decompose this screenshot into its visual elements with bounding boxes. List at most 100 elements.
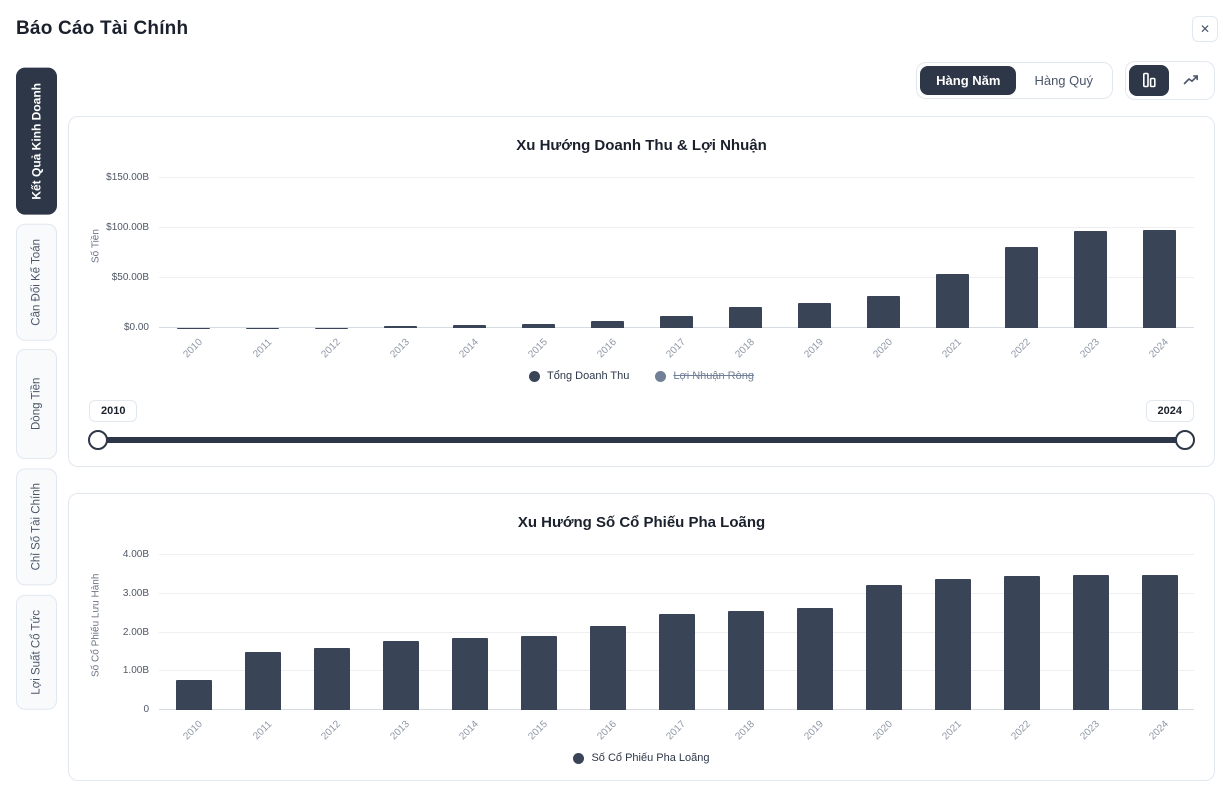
bar-2015[interactable] <box>520 636 557 710</box>
x-axis-label: 2023 <box>1078 336 1103 361</box>
bar-2017[interactable] <box>660 316 693 328</box>
sidebar: Kết Quả Kinh Doanh Cân Đối Kế Toán Dòng Ti… <box>16 68 57 710</box>
x-axis-label: 2015 <box>526 336 551 361</box>
bar-2022[interactable] <box>1005 246 1038 328</box>
legend-item[interactable]: Lợi Nhuận Ròng <box>655 370 754 382</box>
header: Báo Cáo Tài Chính ✕ <box>0 0 1223 42</box>
close-icon: ✕ <box>1199 22 1211 36</box>
bar-2022[interactable] <box>1003 575 1040 710</box>
bar-2023[interactable] <box>1072 575 1109 710</box>
bar-2021[interactable] <box>936 274 969 328</box>
bar-2012[interactable] <box>313 648 350 710</box>
gridline: $50.00B <box>112 272 1194 283</box>
slider-start-year: 2010 <box>89 400 138 422</box>
sidebar-tab-2[interactable]: Dòng Tiền <box>16 349 57 460</box>
bar-2021[interactable] <box>934 579 971 710</box>
sidebar-tab-1[interactable]: Cân Đối Kế Toán <box>16 223 57 341</box>
chart-type-toggle <box>1125 60 1215 100</box>
bar-2020[interactable] <box>865 584 902 710</box>
year-range-slider: 2010 2024 <box>88 400 1195 450</box>
bar-2010[interactable] <box>175 680 212 710</box>
slider-handle-end[interactable] <box>1175 430 1195 450</box>
sidebar-tab-0[interactable]: Kết Quả Kinh Doanh <box>16 68 57 215</box>
bar-2019[interactable] <box>796 607 833 710</box>
bar-2020[interactable] <box>867 296 900 328</box>
period-option-quarterly[interactable]: Hàng Quý <box>1018 66 1109 95</box>
diluted-shares-chart-card: Xu Hướng Số Cổ Phiếu Pha Loãng Số Cổ Phi… <box>68 493 1215 781</box>
line-chart-type-button[interactable] <box>1171 65 1211 96</box>
bar-2023[interactable] <box>1074 231 1107 328</box>
x-axis-label: 2017 <box>664 336 689 361</box>
slider-track[interactable] <box>91 437 1192 443</box>
x-axis-label: 2024 <box>1147 336 1172 361</box>
x-axis-label: 2013 <box>388 336 413 361</box>
chart-title: Xu Hướng Số Cổ Phiếu Pha Loãng <box>517 514 766 531</box>
period-option-yearly[interactable]: Hàng Năm <box>920 65 1017 95</box>
bar-2016[interactable] <box>591 321 624 328</box>
bar-chart-type-button[interactable] <box>1129 64 1169 96</box>
x-axis-label: 2012 <box>319 718 344 743</box>
y-tick-label: 0 <box>143 704 149 715</box>
legend-dot <box>655 370 667 382</box>
legend-item[interactable]: Tổng Doanh Thu <box>529 370 629 382</box>
gridline: $150.00B <box>106 172 1194 183</box>
bar-2015[interactable] <box>522 323 555 328</box>
revenue-profit-chart: Số Tiền $0.00 $50.00B $100.00B $150.00B 2010 2… <box>89 164 1194 368</box>
bar-2013[interactable] <box>382 641 419 710</box>
bar-2018[interactable] <box>727 610 764 710</box>
x-axis-label: 2023 <box>1078 718 1103 743</box>
slider-handle-start[interactable] <box>88 430 108 450</box>
line-chart-icon <box>1183 72 1199 88</box>
x-axis-label: 2011 <box>250 719 274 742</box>
chart-title: Xu Hướng Doanh Thu & Lợi Nhuận <box>516 137 767 154</box>
gridline: $100.00B <box>106 222 1194 233</box>
y-tick-label: $50.00B <box>111 272 149 283</box>
x-axis-label: 2015 <box>526 718 551 743</box>
legend: Tổng Doanh Thu Lợi Nhuận Ròng <box>89 370 1194 382</box>
bar-2019[interactable] <box>798 303 831 328</box>
x-axis-label: 2013 <box>388 718 413 743</box>
bar-2024[interactable] <box>1143 230 1176 328</box>
close-button[interactable]: ✕ <box>1192 16 1218 42</box>
sidebar-tab-4[interactable]: Lợi Suất Cổ Tức <box>16 594 57 710</box>
y-tick-label: $100.00B <box>106 222 149 233</box>
y-tick-label: 4.00B <box>122 549 149 560</box>
x-axis-label: 2017 <box>664 718 689 743</box>
x-axis-label: 2019 <box>802 718 827 743</box>
x-axis-label: 2022 <box>1009 718 1034 743</box>
x-axis-label: 2021 <box>940 718 965 743</box>
bar-2018[interactable] <box>729 306 762 328</box>
y-tick-label: 3.00B <box>122 587 149 599</box>
x-axis-label: 2024 <box>1147 718 1172 743</box>
x-axis-label: 2010 <box>181 718 206 743</box>
bar-2011[interactable] <box>244 651 281 710</box>
bar-2024[interactable] <box>1141 574 1178 710</box>
y-tick-label: 1.00B <box>122 665 149 677</box>
main-content: Xu Hướng Doanh Thu & Lợi Nhuận Số Tiền $0… <box>68 116 1215 781</box>
y-axis-title: Số Tiền <box>90 229 102 263</box>
x-axis-label: 2014 <box>457 336 482 361</box>
bar-2013[interactable] <box>384 326 417 328</box>
x-axis-label: 2011 <box>250 337 274 360</box>
legend-label: Số Cổ Phiếu Pha Loãng <box>591 752 710 764</box>
legend-item[interactable]: Số Cổ Phiếu Pha Loãng <box>573 752 710 764</box>
bar-2014[interactable] <box>453 324 486 328</box>
y-tick-label: $150.00B <box>106 172 149 183</box>
bar-2014[interactable] <box>451 637 488 710</box>
x-axis-label: 2020 <box>871 718 896 743</box>
x-axis-label: 2018 <box>733 718 758 743</box>
diluted-shares-chart: Số Cổ Phiếu Lưu Hành 0 1.00B 2.00B 3.00B 4.00… <box>89 541 1194 750</box>
bar-2017[interactable] <box>658 614 695 710</box>
x-axis-label: 2014 <box>457 718 482 743</box>
bar-2016[interactable] <box>589 626 626 710</box>
period-toggle: Hàng Năm Hàng Quý <box>916 61 1113 99</box>
gridline: 4.00B <box>123 549 1194 560</box>
legend-label: Tổng Doanh Thu <box>547 370 630 382</box>
toolbar: Hàng Năm Hàng Quý <box>0 60 1223 100</box>
x-axis-label: 2020 <box>871 336 896 361</box>
sidebar-tab-3[interactable]: Chỉ Số Tài Chính <box>16 468 57 586</box>
legend-label: Lợi Nhuận Ròng <box>673 370 754 382</box>
bar-chart-icon <box>1141 72 1157 88</box>
x-axis-label: 2019 <box>802 336 827 361</box>
legend-dot <box>573 752 585 764</box>
